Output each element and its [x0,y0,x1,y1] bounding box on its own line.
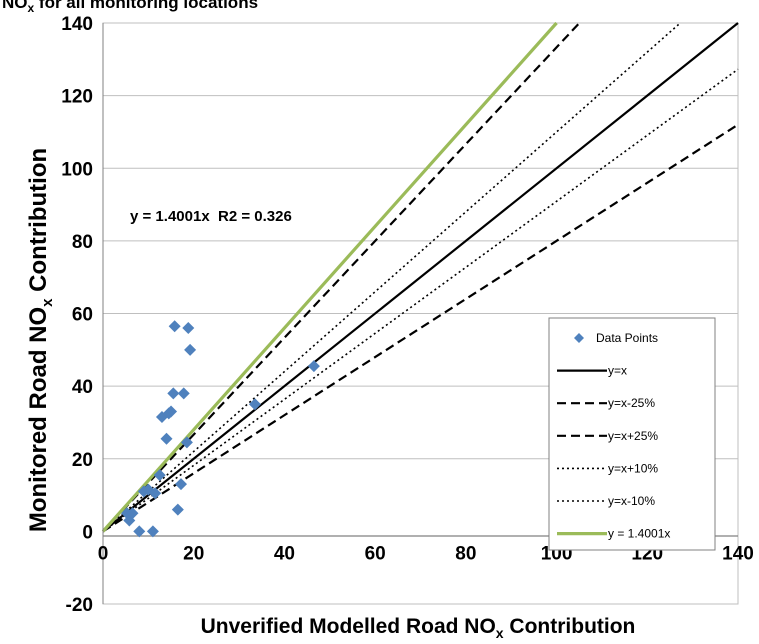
legend-label: Data Points [596,331,658,345]
chart-title: NOx for all monitoring locations [2,0,258,15]
data-point [175,478,188,491]
series-line [102,22,681,532]
x-axis-title-sub: x [496,625,504,639]
x-tick-label: 140 [722,543,754,564]
data-points [121,320,320,538]
data-point [167,387,180,400]
series-line [102,22,739,533]
series-line [102,22,581,533]
data-point [133,525,146,538]
data-point [165,405,178,418]
data-point [149,487,162,500]
legend-box [548,317,716,551]
chart-title-main: NO [2,0,28,12]
y-tick-label: 140 [61,14,93,35]
x-tick-label: 20 [183,543,204,564]
x-axis-title: Unverified Modelled Road NOx Contributio… [201,615,636,639]
y-axis-title-sub: x [39,298,56,307]
x-tick-label: 80 [455,543,476,564]
data-point [153,469,166,482]
data-point [146,525,159,538]
x-tick-label: 60 [365,543,386,564]
legend-label: y=x+25% [608,429,658,443]
y-tick-label: 80 [72,232,93,253]
y-axis-title-rest: Contribution [25,148,52,299]
legend: Data Points y=x y=x-25% y=x+25% y=x+10% y=x-1… [548,317,716,551]
data-point [180,436,193,449]
y-tick-labels: -20 0 20 40 60 80 100 120 140 [61,14,93,616]
data-point [184,343,197,356]
y-axis-title: Monitored Road NOx Contribution [25,148,56,532]
y-tick-label: 100 [61,159,93,180]
chart-title-rest: for all monitoring locations [34,0,258,12]
x-tick-label: 0 [98,543,109,564]
legend-label: y=x [608,364,627,378]
data-point [182,322,195,335]
data-point [168,320,181,333]
data-point [177,387,190,400]
legend-label: y = 1.4001x [608,527,670,541]
y-tick-label: 120 [61,87,93,108]
y-tick-label: 60 [72,305,93,326]
y-tick-label: 0 [82,522,93,543]
y-tick-label: 40 [72,377,93,398]
y-tick-label: 20 [72,450,93,471]
legend-label: y=x-10% [608,494,655,508]
y-axis-title-main: Monitored Road NO [25,307,52,532]
x-axis-title-rest: Contribution [504,615,636,638]
chart-title-sub: x [28,1,35,15]
data-point [248,398,261,411]
y-tick-label: -20 [66,595,93,616]
series-line [102,68,739,533]
x-tick-label: 40 [274,543,295,564]
x-axis-title-main: Unverified Modelled Road NO [201,615,496,638]
legend-marker [574,333,584,343]
data-point [171,503,184,516]
legend-label: y=x-25% [608,396,655,410]
data-point [307,360,320,373]
data-point [126,507,139,520]
regression-annotation: y = 1.4001x R2 = 0.326 [130,208,292,225]
series-line [101,21,558,533]
reference-lines [101,21,739,533]
data-point [160,432,173,445]
legend-label: y=x+10% [608,461,658,475]
